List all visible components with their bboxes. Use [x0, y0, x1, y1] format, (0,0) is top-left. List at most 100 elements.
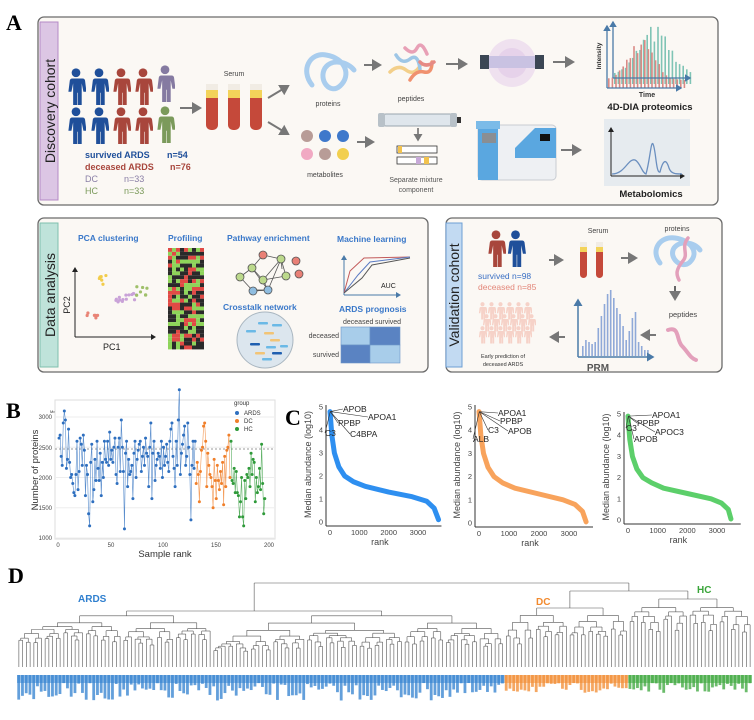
c-ylabel: Median abundance (log10) — [601, 413, 611, 520]
leaf-label — [696, 675, 699, 692]
heatmap-cell — [196, 329, 200, 334]
heatmap-cell — [188, 322, 192, 326]
heatmap-cell — [180, 322, 184, 326]
data-point-ards — [131, 497, 135, 501]
heatmap-cell — [196, 298, 200, 303]
heatmap-cell — [172, 337, 176, 342]
validation-cohort-title: Validation cohort — [446, 243, 462, 346]
data-point-hc — [239, 500, 243, 504]
data-point-ards — [93, 457, 97, 461]
heatmap-cell — [180, 310, 184, 315]
spectrum-bar — [628, 62, 630, 84]
heatmap-cell — [168, 329, 172, 334]
heatmap-cell — [180, 259, 184, 264]
heatmap-cell — [184, 306, 188, 311]
legend-deceased-label: deceased ARDS — [85, 162, 154, 172]
data-point-ards — [163, 463, 167, 467]
leaf-label — [366, 675, 369, 697]
heatmap-cell — [176, 341, 180, 346]
heatmap-cell — [188, 306, 192, 311]
heatmap-cell — [192, 322, 196, 326]
pc1-label: PC1 — [103, 342, 121, 352]
data-point-ards — [191, 439, 195, 443]
heatmap-cell — [172, 255, 176, 260]
spectrum-bar — [678, 64, 681, 84]
heatmap-cell — [200, 326, 204, 330]
data-point-ards — [88, 524, 92, 528]
heatmap-cell — [188, 248, 192, 252]
data-point-hc — [243, 479, 247, 483]
data-point-hc — [247, 466, 251, 470]
leaf-label — [99, 675, 103, 693]
heatmap-cell — [200, 306, 204, 311]
c-ytick: 4 — [617, 431, 621, 440]
leaf-label — [527, 675, 531, 692]
data-point-hc — [261, 482, 265, 486]
leaf-label — [216, 675, 219, 701]
leaf-label — [647, 675, 651, 692]
pca-point — [124, 293, 128, 297]
spectrum-bar — [672, 78, 675, 88]
data-point-dc — [195, 460, 199, 464]
legend-ards-marker — [235, 411, 239, 415]
prm-bar — [634, 312, 637, 356]
data-point-ards — [94, 479, 98, 483]
c-ytick: 0 — [468, 519, 472, 528]
spectrum-bar — [611, 77, 614, 88]
legend-survived-label: survived ARDS — [85, 150, 150, 160]
heatmap-cell — [168, 259, 172, 264]
heatmap-cell — [168, 298, 172, 303]
data-point-ards — [143, 463, 147, 467]
annotation-line — [479, 411, 509, 432]
heatmap-cell — [192, 345, 196, 350]
c-ytick: 5 — [319, 403, 323, 412]
heatmap-cell — [172, 333, 176, 338]
data-point-ards — [70, 472, 74, 476]
heatmap-cell — [196, 255, 200, 260]
heatmap-cell — [172, 279, 176, 284]
prm-bar — [603, 304, 606, 356]
annotation-line — [628, 416, 635, 440]
data-point-hc — [231, 482, 235, 486]
heatmap-cell — [176, 329, 180, 334]
c-ytick: 3 — [617, 452, 621, 461]
serum-tubes-icon — [206, 84, 262, 130]
data-point-hc — [230, 479, 234, 483]
heatmap-cell — [180, 318, 184, 323]
spectrum-bar — [654, 60, 657, 88]
heatmap-cell — [188, 333, 192, 338]
data-point-ards — [141, 445, 145, 449]
data-point-dc — [201, 445, 205, 449]
d-dendrogram — [17, 582, 752, 701]
heatmap-cell — [184, 314, 188, 319]
data-point-ards — [74, 472, 78, 476]
annotation-line — [472, 411, 480, 440]
heatmap-cell — [184, 259, 188, 264]
heatmap-cell — [172, 314, 176, 319]
heatmap-cell — [192, 290, 196, 295]
heatmap-cell — [192, 302, 196, 307]
data-point-ards — [177, 388, 181, 392]
annotation-line — [330, 411, 369, 418]
validation-cohort-tab — [445, 222, 463, 368]
spectrum-bar — [626, 59, 628, 88]
heatmap-icon — [168, 248, 204, 350]
data-point-hc — [249, 451, 253, 455]
heatmap-cell — [168, 255, 172, 260]
crosstalk-network-title: Crosstalk network — [223, 302, 297, 312]
data-point-hc — [258, 466, 262, 470]
dia-time-label: Time — [639, 92, 655, 99]
prm-bar — [647, 350, 649, 356]
heatmap-cell — [200, 302, 204, 307]
heatmap-cell — [176, 251, 180, 256]
heatmap-cell — [184, 263, 188, 268]
pca-point — [104, 273, 108, 278]
leaf-label — [339, 675, 343, 701]
leaf-label — [463, 675, 467, 694]
heatmap-cell — [188, 314, 192, 319]
data-point-ards — [67, 427, 71, 431]
leaf-label — [351, 675, 354, 695]
spectrum-bar — [675, 61, 677, 84]
data-point-dc — [223, 454, 227, 458]
